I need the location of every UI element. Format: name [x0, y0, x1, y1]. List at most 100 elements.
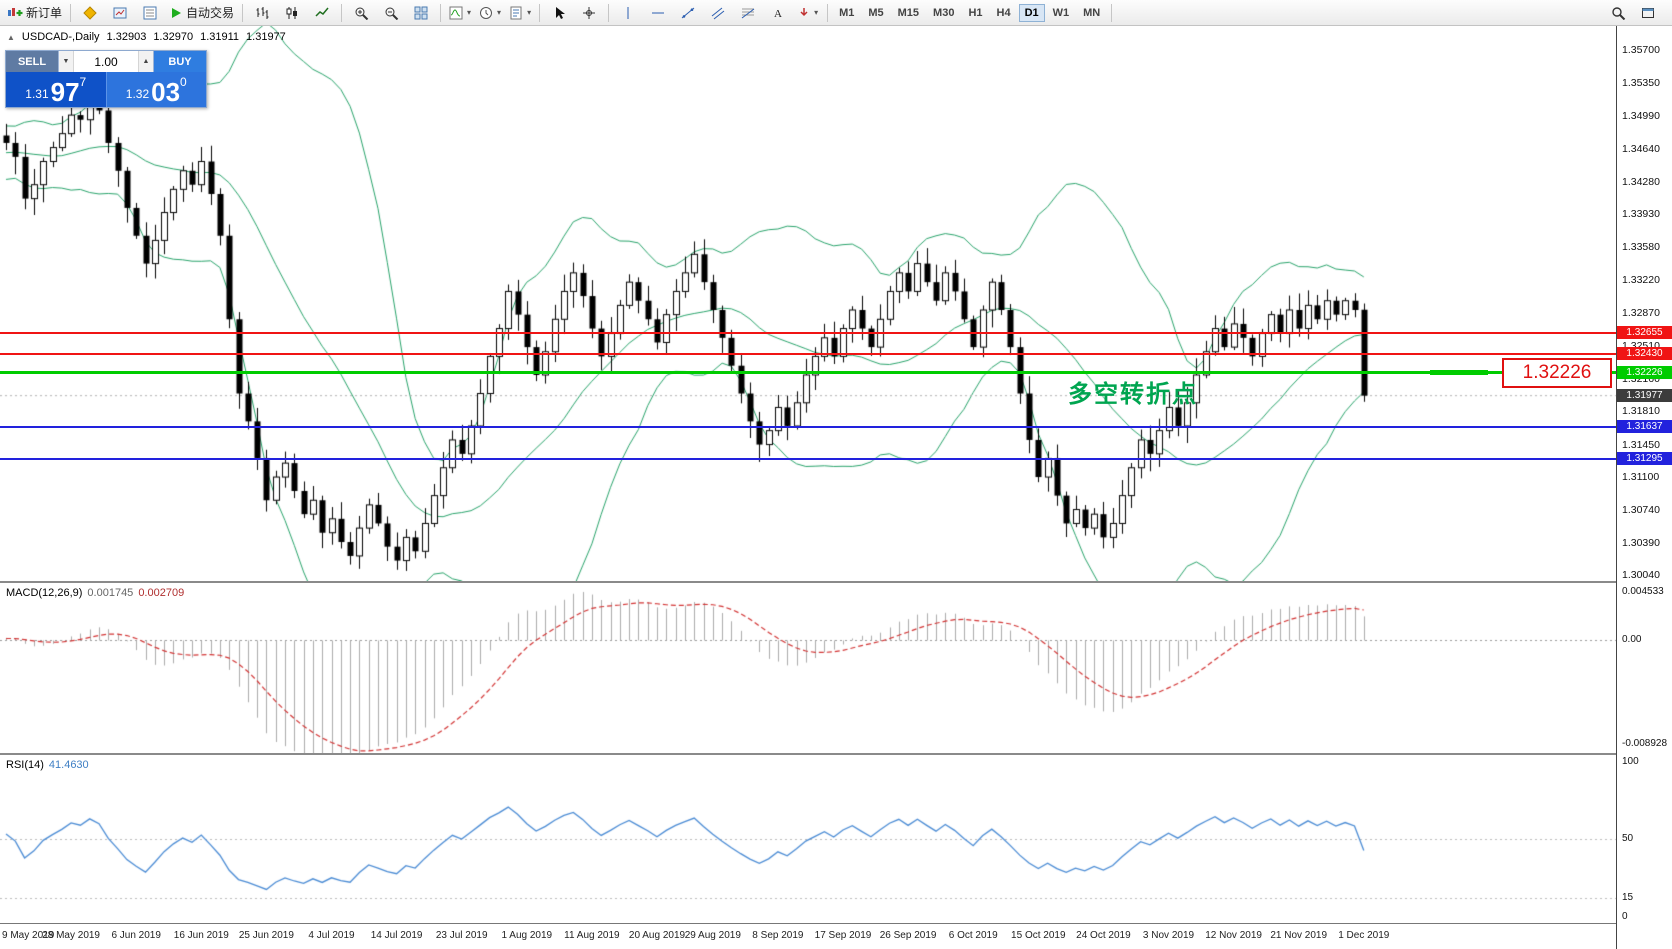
- chart-line-icon: [315, 6, 329, 20]
- line-chart-button[interactable]: [307, 1, 337, 25]
- macd-title: MACD(12,26,9): [6, 587, 83, 599]
- sell-price-figure: 1.31: [25, 87, 49, 101]
- bar-chart-button[interactable]: [247, 1, 277, 25]
- horizontal-level-line[interactable]: [0, 426, 1616, 429]
- autotrading-button-label: 自动交易: [186, 6, 235, 20]
- timeframe-w1[interactable]: W1: [1052, 6, 1070, 19]
- tile-windows-button[interactable]: [406, 1, 436, 25]
- symbol-name: USDCAD-,Daily: [21, 31, 100, 43]
- horizontal-level-line[interactable]: [0, 457, 1616, 460]
- vertical-line-button[interactable]: [613, 1, 643, 25]
- candle-chart-button[interactable]: [277, 1, 307, 25]
- buy-price[interactable]: 1.32 03 0: [105, 72, 206, 107]
- text-tool-icon: A: [772, 6, 784, 20]
- panel-separator[interactable]: [0, 753, 1672, 755]
- buy-button[interactable]: BUY: [154, 51, 206, 72]
- trendline-icon: [681, 6, 695, 20]
- price-scale[interactable]: 1.35700 1.35350 1.34990 1.34640 1.34280 1.339…: [1616, 26, 1672, 949]
- market-watch-button[interactable]: [105, 1, 135, 25]
- rsi-title: RSI(14): [6, 759, 44, 771]
- volume-decrease-icon[interactable]: ▼: [59, 51, 74, 72]
- search-button[interactable]: [1603, 1, 1633, 25]
- timeframe-d1[interactable]: D1: [1018, 3, 1045, 22]
- timeframe-h4[interactable]: H4: [996, 6, 1011, 19]
- macd-indicator-canvas[interactable]: [0, 583, 1616, 753]
- price-level-badge: 1.32226: [1617, 365, 1672, 379]
- templates-icon: [509, 6, 523, 20]
- toolbar-separator: [440, 3, 442, 22]
- price-scale-tick: 1.35700: [1622, 44, 1660, 57]
- indicators-icon: [449, 6, 463, 20]
- price-scale-tick: 1.30390: [1622, 536, 1660, 549]
- zoom-out-icon: [384, 6, 399, 20]
- templates-button[interactable]: ▾: [505, 1, 535, 25]
- fibonacci-button[interactable]: [733, 1, 763, 25]
- date-axis-label: 6 Oct 2019: [948, 930, 998, 941]
- collapse-arrow-icon[interactable]: ▲: [7, 32, 15, 42]
- new-order-button[interactable]: 新订单: [3, 1, 66, 25]
- market-watch-icon: [113, 6, 127, 20]
- date-axis[interactable]: 9 May 2019 28 May 2019 6 Jun 2019 16 Jun 20…: [0, 924, 1616, 949]
- zoom-out-button[interactable]: [376, 1, 406, 25]
- indicators-button[interactable]: ▾: [445, 1, 475, 25]
- timeframe-m5[interactable]: M5: [868, 6, 884, 19]
- panel-separator[interactable]: [0, 581, 1672, 583]
- price-chart-canvas[interactable]: [0, 26, 1616, 581]
- one-click-trading-panel: SELL ▼ 1.00 ▲ BUY 1.31 97 7 1.32 03 0: [5, 50, 207, 108]
- date-axis-label: 8 Sep 2019: [752, 930, 804, 941]
- horizontal-level-line[interactable]: [0, 331, 1616, 334]
- axis-separator: [0, 923, 1672, 924]
- timeframe-m15[interactable]: M15: [897, 6, 920, 19]
- rsi-label: RSI(14) 41.4630: [6, 759, 89, 771]
- crosshair-button[interactable]: [574, 1, 604, 25]
- timeframe-m1[interactable]: M1: [839, 6, 855, 19]
- timeframe-m30[interactable]: M30: [933, 6, 955, 19]
- new-order-icon: [7, 6, 23, 20]
- sell-price[interactable]: 1.31 97 7: [6, 72, 106, 107]
- price-scale-tick: 1.33220: [1622, 274, 1660, 287]
- dropdown-arrow-icon: ▾: [527, 8, 532, 17]
- macd-scale-label: -0.008928: [1622, 738, 1668, 749]
- rsi-indicator-canvas[interactable]: [0, 755, 1616, 923]
- horizontal-level-line[interactable]: [0, 371, 1616, 375]
- timeframe-h1[interactable]: H1: [968, 6, 983, 19]
- rsi-scale-label: 100: [1622, 756, 1639, 767]
- date-axis-label: 16 Jun 2019: [173, 930, 229, 941]
- trendline-button[interactable]: [673, 1, 703, 25]
- price-scale-tick: 1.30040: [1622, 569, 1660, 582]
- price-scale-tick: 1.35350: [1622, 76, 1660, 89]
- sell-button[interactable]: SELL: [6, 51, 58, 72]
- volume-value[interactable]: 1.00: [94, 54, 118, 69]
- fullscreen-button[interactable]: [1633, 1, 1663, 25]
- date-axis-label: 17 Sep 2019: [814, 930, 872, 941]
- text-button[interactable]: A: [763, 1, 793, 25]
- chart-candles-icon: [285, 6, 299, 20]
- toolbar-separator: [539, 3, 541, 22]
- price-scale-tick: 1.31100: [1622, 471, 1660, 484]
- price-scale-tick: 1.34990: [1622, 110, 1660, 123]
- volume-field[interactable]: ▼ 1.00 ▲: [58, 51, 154, 72]
- crosshair-icon: [582, 6, 596, 20]
- vline-icon: [623, 6, 633, 20]
- autotrading-button[interactable]: 自动交易: [165, 1, 238, 25]
- toolbar-separator: [341, 3, 343, 22]
- new-order-button-label: 新订单: [26, 6, 63, 20]
- date-axis-label: 11 Aug 2019: [564, 930, 620, 941]
- price-scale-tick: 1.31810: [1622, 405, 1660, 418]
- horizontal-level-line[interactable]: [0, 352, 1616, 355]
- favorites-button[interactable]: [75, 1, 105, 25]
- green-highlight-segment[interactable]: [1430, 370, 1488, 375]
- volume-increase-icon[interactable]: ▲: [138, 51, 153, 72]
- timeframe-mn[interactable]: MN: [1083, 6, 1101, 19]
- cursor-button[interactable]: [544, 1, 574, 25]
- zoom-in-button[interactable]: [346, 1, 376, 25]
- buy-price-point: 0: [180, 75, 187, 89]
- channel-button[interactable]: [703, 1, 733, 25]
- periods-button[interactable]: ▾: [475, 1, 505, 25]
- toolbar: 新订单 自动交易 ▾ ▾ ▾ A ▾ M1 M5 M15 M30 H1 H4 D1 W1 MN: [0, 0, 1672, 26]
- horizontal-line-button[interactable]: [643, 1, 673, 25]
- data-window-button[interactable]: [135, 1, 165, 25]
- toolbar-separator: [70, 3, 72, 22]
- arrows-button[interactable]: ▾: [793, 1, 823, 25]
